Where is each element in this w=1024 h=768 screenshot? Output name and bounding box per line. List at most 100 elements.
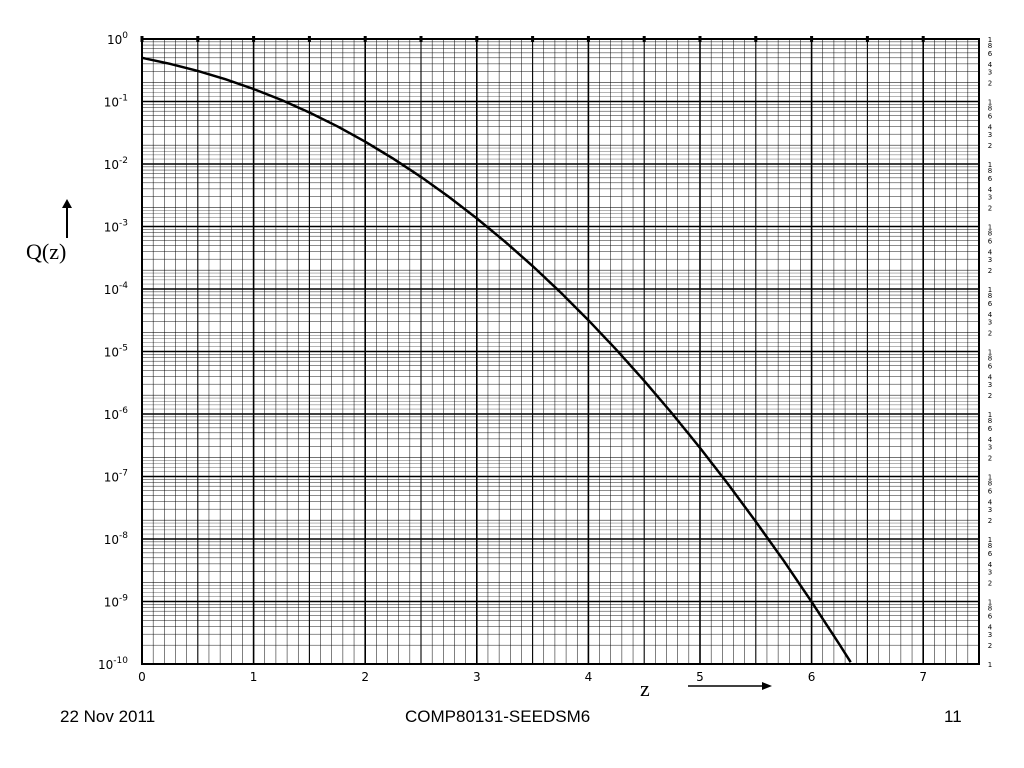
y-tick-base: 10 (104, 96, 119, 110)
x-tick-label: 7 (919, 670, 927, 684)
right-minor-labels: 1864321864321864321864321864321864321864… (988, 36, 993, 669)
x-tick-label: 6 (808, 670, 816, 684)
right-minor-label: 8 (988, 42, 992, 50)
right-minor-label: 6 (988, 487, 993, 495)
y-tick-label: 10-6 (104, 406, 129, 422)
right-minor-label: 3 (988, 506, 992, 514)
right-minor-label: 2 (988, 205, 992, 213)
right-minor-label: 6 (988, 362, 993, 370)
right-minor-label: 3 (988, 444, 992, 452)
x-tick-label: 1 (250, 670, 258, 684)
right-minor-label: 4 (988, 186, 993, 194)
y-tick-exponent: -2 (119, 156, 128, 166)
y-tick-exponent: -1 (119, 94, 128, 104)
right-minor-label: 3 (988, 131, 992, 139)
y-tick-base: 10 (104, 221, 119, 235)
x-tick-label: 3 (473, 670, 481, 684)
right-minor-label: 8 (988, 605, 992, 613)
y-tick-exponent: -9 (119, 594, 128, 604)
right-minor-label: 1 (988, 474, 992, 482)
y-tick-label: 10-9 (104, 594, 129, 610)
y-tick-base: 10 (104, 283, 119, 297)
right-minor-label: 6 (988, 112, 993, 120)
y-tick-base: 10 (104, 408, 119, 422)
right-minor-label: 1 (988, 99, 992, 107)
right-minor-label: 3 (988, 319, 992, 327)
y-tick-label: 10-1 (104, 94, 128, 110)
y-tick-label: 10-4 (104, 281, 129, 297)
y-label-arrowhead (62, 199, 72, 208)
y-tick-base: 10 (107, 33, 122, 47)
x-label-arrowhead (762, 682, 772, 690)
y-tick-label: 10-8 (104, 531, 129, 547)
y-tick-label: 100 (107, 31, 128, 47)
right-minor-label: 6 (988, 175, 993, 183)
x-tick-label: 4 (585, 670, 593, 684)
right-minor-label: 4 (988, 123, 993, 131)
right-minor-label: 2 (988, 642, 992, 650)
right-minor-label: 4 (988, 373, 993, 381)
y-tick-label: 10-10 (98, 656, 128, 672)
right-minor-label: 2 (988, 517, 992, 525)
right-minor-label: 3 (988, 631, 992, 639)
right-minor-label: 1 (988, 36, 992, 44)
right-minor-label: 4 (988, 436, 993, 444)
right-minor-label: 4 (988, 623, 993, 631)
x-axis-ticks: 0 1 2 3 4 5 6 7 (138, 36, 927, 684)
right-minor-label: 1 (988, 661, 992, 669)
right-minor-label: 1 (988, 161, 992, 169)
y-tick-base: 10 (104, 533, 119, 547)
right-minor-label: 3 (988, 194, 992, 202)
y-tick-exponent: -5 (119, 344, 128, 354)
right-minor-label: 6 (988, 50, 993, 58)
y-tick-exponent: -8 (119, 531, 128, 541)
grid (142, 39, 979, 664)
right-minor-label: 1 (988, 349, 992, 357)
right-minor-label: 2 (988, 330, 992, 338)
y-axis-ticks: 10010-110-210-310-410-510-610-710-810-91… (98, 31, 128, 672)
y-tick-label: 10-3 (104, 219, 128, 235)
right-minor-label: 2 (988, 80, 992, 88)
y-tick-label: 10-5 (104, 344, 128, 360)
right-minor-label: 3 (988, 256, 992, 264)
right-minor-label: 8 (988, 105, 992, 113)
right-minor-label: 8 (988, 480, 992, 488)
right-minor-label: 3 (988, 69, 992, 77)
right-minor-label: 2 (988, 455, 992, 463)
right-minor-label: 6 (988, 425, 993, 433)
right-minor-label: 8 (988, 230, 992, 238)
right-minor-label: 2 (988, 580, 992, 588)
y-tick-exponent: -4 (119, 281, 128, 291)
right-minor-label: 1 (988, 411, 992, 419)
y-tick-base: 10 (104, 158, 119, 172)
right-minor-label: 1 (988, 536, 992, 544)
right-minor-label: 8 (988, 292, 992, 300)
right-minor-label: 4 (988, 311, 993, 319)
y-tick-exponent: -6 (119, 406, 128, 416)
q-function-curve (141, 56, 852, 663)
right-minor-label: 4 (988, 561, 993, 569)
right-minor-label: 3 (988, 569, 992, 577)
footer-course-code: COMP80131-SEEDSM6 (405, 707, 591, 726)
footer-page-number: 11 (944, 707, 962, 726)
right-minor-label: 2 (988, 392, 992, 400)
right-minor-label: 6 (988, 300, 993, 308)
right-minor-label: 3 (988, 381, 992, 389)
right-minor-label: 8 (988, 542, 992, 550)
y-tick-exponent: -7 (119, 469, 128, 479)
right-minor-label: 8 (988, 355, 992, 363)
y-tick-exponent: -3 (119, 219, 128, 229)
right-minor-label: 1 (988, 599, 992, 607)
right-minor-label: 2 (988, 142, 992, 150)
y-tick-label: 10-2 (104, 156, 128, 172)
right-minor-label: 4 (988, 248, 993, 256)
right-minor-label: 2 (988, 267, 992, 275)
y-tick-base: 10 (104, 596, 119, 610)
right-minor-label: 1 (988, 286, 992, 294)
x-tick-label: 0 (138, 670, 146, 684)
x-axis-label: z (640, 676, 650, 700)
y-tick-base: 10 (104, 471, 119, 485)
y-tick-exponent: -10 (113, 656, 128, 666)
y-tick-label: 10-7 (104, 469, 128, 485)
